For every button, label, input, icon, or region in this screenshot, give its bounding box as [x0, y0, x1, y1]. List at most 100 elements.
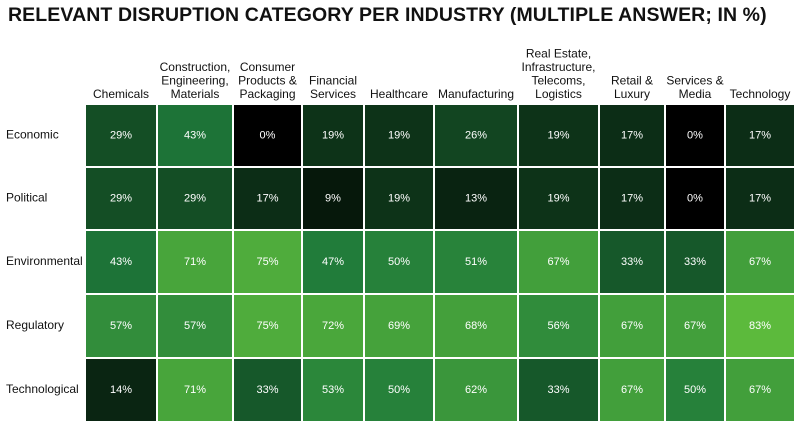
cell-value-label: 14%	[110, 384, 132, 396]
row-label-environmental: Environmental	[6, 254, 83, 268]
column-label-construction-engineering-materials: Construction, Engineering, Materials	[160, 60, 231, 101]
cell-value-label: 0%	[260, 129, 276, 141]
heatmap-cell-regulatory-2	[156, 293, 234, 359]
heatmap-cell-environmental-4	[301, 229, 365, 295]
column-label-line: Technology	[730, 87, 791, 101]
column-label-real-estate-infrastructure-telecoms-logistics: Real Estate, Infrastructure, Telecoms, Logi…	[521, 47, 595, 102]
cell-value-label: 68%	[465, 320, 487, 332]
cell-value-label: 0%	[687, 129, 703, 141]
column-label-line: Packaging	[239, 87, 295, 101]
cell-value-label: 51%	[465, 256, 487, 268]
chart-title: RELEVANT DISRUPTION CATEGORY PER INDUSTR…	[8, 4, 767, 26]
cell-value-label: 33%	[621, 256, 643, 268]
cell-value-label: 19%	[388, 129, 410, 141]
cell-value-label: 62%	[465, 384, 487, 396]
heatmap-cell-regulatory-1	[84, 293, 158, 359]
heatmap-cell-political-10	[724, 166, 796, 231]
heatmap-cell-political-5	[363, 166, 435, 231]
cell-value-label: 33%	[684, 256, 706, 268]
cell-value-label: 75%	[256, 256, 278, 268]
heatmap-cell-technological-8	[598, 357, 666, 423]
heatmap-cell-political-3	[232, 166, 303, 231]
heatmap-cell-political-8	[598, 166, 666, 231]
cell-value-label: 69%	[388, 320, 410, 332]
cell-value-label: 67%	[547, 256, 569, 268]
cell-value-label: 17%	[256, 192, 278, 204]
column-label-line: Financial	[309, 74, 357, 88]
cell-value-label: 17%	[621, 192, 643, 204]
cell-value-label: 17%	[749, 129, 771, 141]
heatmap-cell-political-9	[664, 166, 726, 231]
cell-value-label: 75%	[256, 320, 278, 332]
column-label-line: Chemicals	[93, 87, 149, 101]
column-label-line: Luxury	[614, 87, 650, 101]
cell-value-label: 53%	[322, 384, 344, 396]
cell-value-label: 43%	[110, 256, 132, 268]
heatmap-cell-environmental-7	[517, 229, 600, 295]
cell-value-label: 33%	[547, 384, 569, 396]
column-label-line: Infrastructure,	[521, 60, 595, 74]
column-label-line: Healthcare	[370, 87, 428, 101]
row-labels: Economic Political Environmental Regulatory…	[6, 128, 83, 397]
cell-value-label: 67%	[749, 384, 771, 396]
column-label-financial-services: Financial Services	[309, 74, 357, 102]
cell-value-label: 72%	[322, 320, 344, 332]
cell-value-label: 29%	[110, 192, 132, 204]
heatmap-cell-environmental-9	[664, 229, 726, 295]
column-label-consumer-products-packaging: Consumer Products & Packaging	[238, 60, 297, 101]
heatmap-cell-economic-6	[433, 103, 519, 168]
cell-value-label: 33%	[256, 384, 278, 396]
heatmap-cells: 29% 43% 0% 19% 19% 26% 19% 17% 0% 17% 29% 29% 17% 9% 1…	[84, 103, 796, 423]
cell-value-label: 26%	[465, 129, 487, 141]
heatmap-cell-regulatory-7	[517, 293, 600, 359]
column-label-line: Materials	[171, 87, 220, 101]
cell-value-label: 50%	[388, 384, 410, 396]
cell-value-label: 9%	[325, 192, 341, 204]
cell-value-label: 13%	[465, 192, 487, 204]
heatmap-cell-technological-2	[156, 357, 234, 423]
cell-value-label: 67%	[684, 320, 706, 332]
cell-value-label: 47%	[322, 256, 344, 268]
heatmap-cell-environmental-8	[598, 229, 666, 295]
cell-value-label: 29%	[184, 192, 206, 204]
column-label-line: Consumer	[240, 60, 295, 74]
cell-value-label: 67%	[749, 256, 771, 268]
cell-value-label: 29%	[110, 129, 132, 141]
cell-value-label: 67%	[621, 320, 643, 332]
column-label-line: Services	[310, 87, 356, 101]
heatmap-cell-technological-10	[724, 357, 796, 423]
heatmap-cell-regulatory-3	[232, 293, 303, 359]
column-label-line: Telecoms,	[531, 74, 585, 88]
heatmap-cell-technological-1	[84, 357, 158, 423]
cell-value-label: 71%	[184, 256, 206, 268]
heatmap-cell-economic-7	[517, 103, 600, 168]
cell-value-label: 19%	[322, 129, 344, 141]
heatmap-cell-regulatory-9	[664, 293, 726, 359]
cell-value-label: 19%	[547, 129, 569, 141]
cell-value-label: 50%	[388, 256, 410, 268]
heatmap-cell-economic-8	[598, 103, 666, 168]
column-label-services-media: Services & Media	[666, 74, 723, 102]
column-label-line: Products &	[238, 74, 297, 88]
row-label-political: Political	[6, 191, 47, 205]
row-label-technological: Technological	[6, 382, 79, 396]
column-label-line: Manufacturing	[438, 87, 514, 101]
cell-value-label: 19%	[547, 192, 569, 204]
cell-value-label: 19%	[388, 192, 410, 204]
column-label-line: Engineering,	[161, 74, 228, 88]
heatmap-cell-political-4	[301, 166, 365, 231]
column-label-line: Real Estate,	[526, 47, 591, 61]
column-label-line: Logistics	[535, 87, 582, 101]
column-label-healthcare: Healthcare	[370, 87, 428, 101]
cell-value-label: 0%	[687, 192, 703, 204]
heatmap-cell-technological-6	[433, 357, 519, 423]
cell-value-label: 56%	[547, 320, 569, 332]
cell-value-label: 50%	[684, 384, 706, 396]
cell-value-label: 83%	[749, 320, 771, 332]
cell-value-label: 67%	[621, 384, 643, 396]
column-labels: Chemicals Construction, Engineering, Materi…	[93, 47, 790, 102]
column-label-line: Construction,	[160, 60, 231, 74]
row-label-regulatory: Regulatory	[6, 318, 64, 332]
cell-value-label: 57%	[184, 320, 206, 332]
column-label-manufacturing: Manufacturing	[438, 87, 514, 101]
